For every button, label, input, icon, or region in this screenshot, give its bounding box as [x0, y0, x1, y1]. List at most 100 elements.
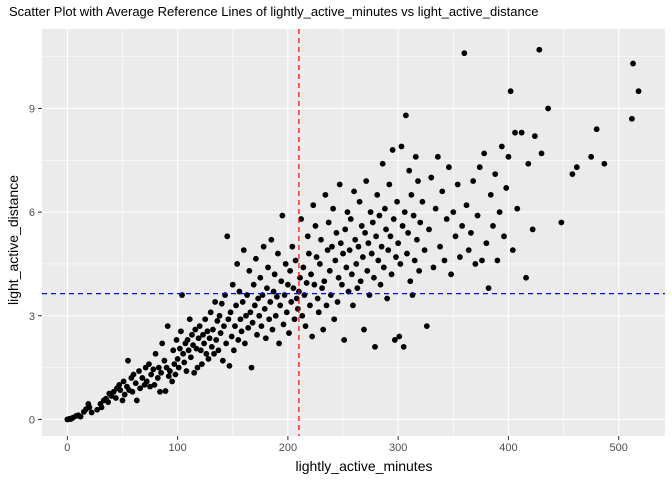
data-point [505, 153, 512, 160]
data-point [215, 347, 222, 354]
data-point [161, 357, 168, 364]
data-point [224, 233, 231, 240]
data-point [386, 181, 393, 188]
data-point [260, 243, 267, 250]
data-point [158, 369, 164, 376]
data-point [419, 198, 426, 205]
data-point [432, 205, 439, 212]
y-axis: 0 3 6 9 [29, 103, 42, 426]
data-point [86, 404, 93, 411]
data-point [290, 285, 297, 292]
data-point [237, 316, 244, 323]
data-point [383, 226, 389, 233]
data-point [348, 271, 355, 278]
data-point [340, 250, 346, 257]
data-point [191, 369, 198, 376]
data-point [305, 250, 312, 257]
data-point [247, 309, 254, 316]
data-point [239, 299, 246, 305]
data-point [339, 281, 345, 288]
reference-lines [42, 29, 665, 436]
data-point [406, 167, 413, 174]
data-point [334, 299, 341, 305]
data-point [318, 236, 324, 243]
data-point [531, 133, 538, 140]
grid-minor [42, 29, 665, 436]
data-point [470, 178, 477, 184]
data-point [457, 254, 463, 260]
data-point [341, 337, 348, 343]
data-point [368, 250, 375, 257]
data-point [529, 226, 536, 233]
data-points [64, 46, 642, 423]
data-point [459, 223, 466, 229]
data-point [388, 271, 395, 278]
data-point [194, 364, 201, 371]
data-point [271, 271, 278, 278]
data-point [414, 236, 420, 243]
data-point [325, 219, 332, 226]
data-point [267, 299, 274, 305]
data-point [344, 209, 351, 216]
data-point [248, 364, 255, 371]
data-point [282, 261, 289, 267]
data-point [538, 150, 545, 157]
data-point [434, 153, 441, 160]
data-point [410, 212, 417, 219]
data-point [373, 233, 380, 240]
data-point [399, 223, 406, 229]
data-point [412, 153, 419, 160]
data-point [176, 345, 183, 352]
data-point [201, 340, 207, 347]
x-tick-label: 400 [499, 442, 517, 454]
data-point [196, 323, 203, 330]
data-point [481, 150, 488, 157]
data-point [363, 178, 370, 184]
data-point [311, 281, 318, 288]
data-point [235, 337, 242, 343]
data-point [225, 316, 232, 323]
data-point [407, 278, 414, 285]
y-axis-title: light_active_distance [5, 175, 21, 305]
data-point [297, 274, 303, 281]
data-point [293, 295, 300, 302]
data-point [324, 247, 331, 254]
data-point [266, 316, 273, 323]
data-point [380, 264, 387, 271]
data-point [232, 323, 238, 330]
data-point [137, 385, 144, 392]
data-point [119, 397, 126, 404]
data-point [298, 216, 305, 222]
data-point [229, 281, 236, 288]
data-point [165, 373, 172, 380]
data-point [112, 395, 119, 401]
data-point [384, 295, 391, 302]
data-point [390, 216, 397, 222]
data-point [437, 243, 443, 250]
data-point [454, 181, 461, 188]
data-point [370, 274, 377, 281]
data-point [287, 267, 293, 274]
data-point [359, 254, 366, 260]
data-point [423, 323, 430, 330]
data-point [299, 312, 306, 319]
data-point [198, 361, 205, 368]
data-point [416, 267, 423, 274]
data-point [265, 264, 271, 271]
data-point [357, 278, 364, 285]
data-point [233, 302, 239, 309]
data-point [207, 309, 214, 316]
data-point [261, 305, 268, 312]
data-point [346, 247, 353, 254]
data-point [214, 318, 221, 324]
data-point [180, 350, 187, 357]
data-point [301, 292, 308, 298]
data-point [323, 302, 330, 309]
data-point [94, 406, 101, 413]
data-point [401, 209, 408, 216]
data-point [398, 143, 405, 150]
data-point [439, 188, 446, 195]
data-point [258, 323, 265, 330]
data-point [241, 340, 248, 347]
